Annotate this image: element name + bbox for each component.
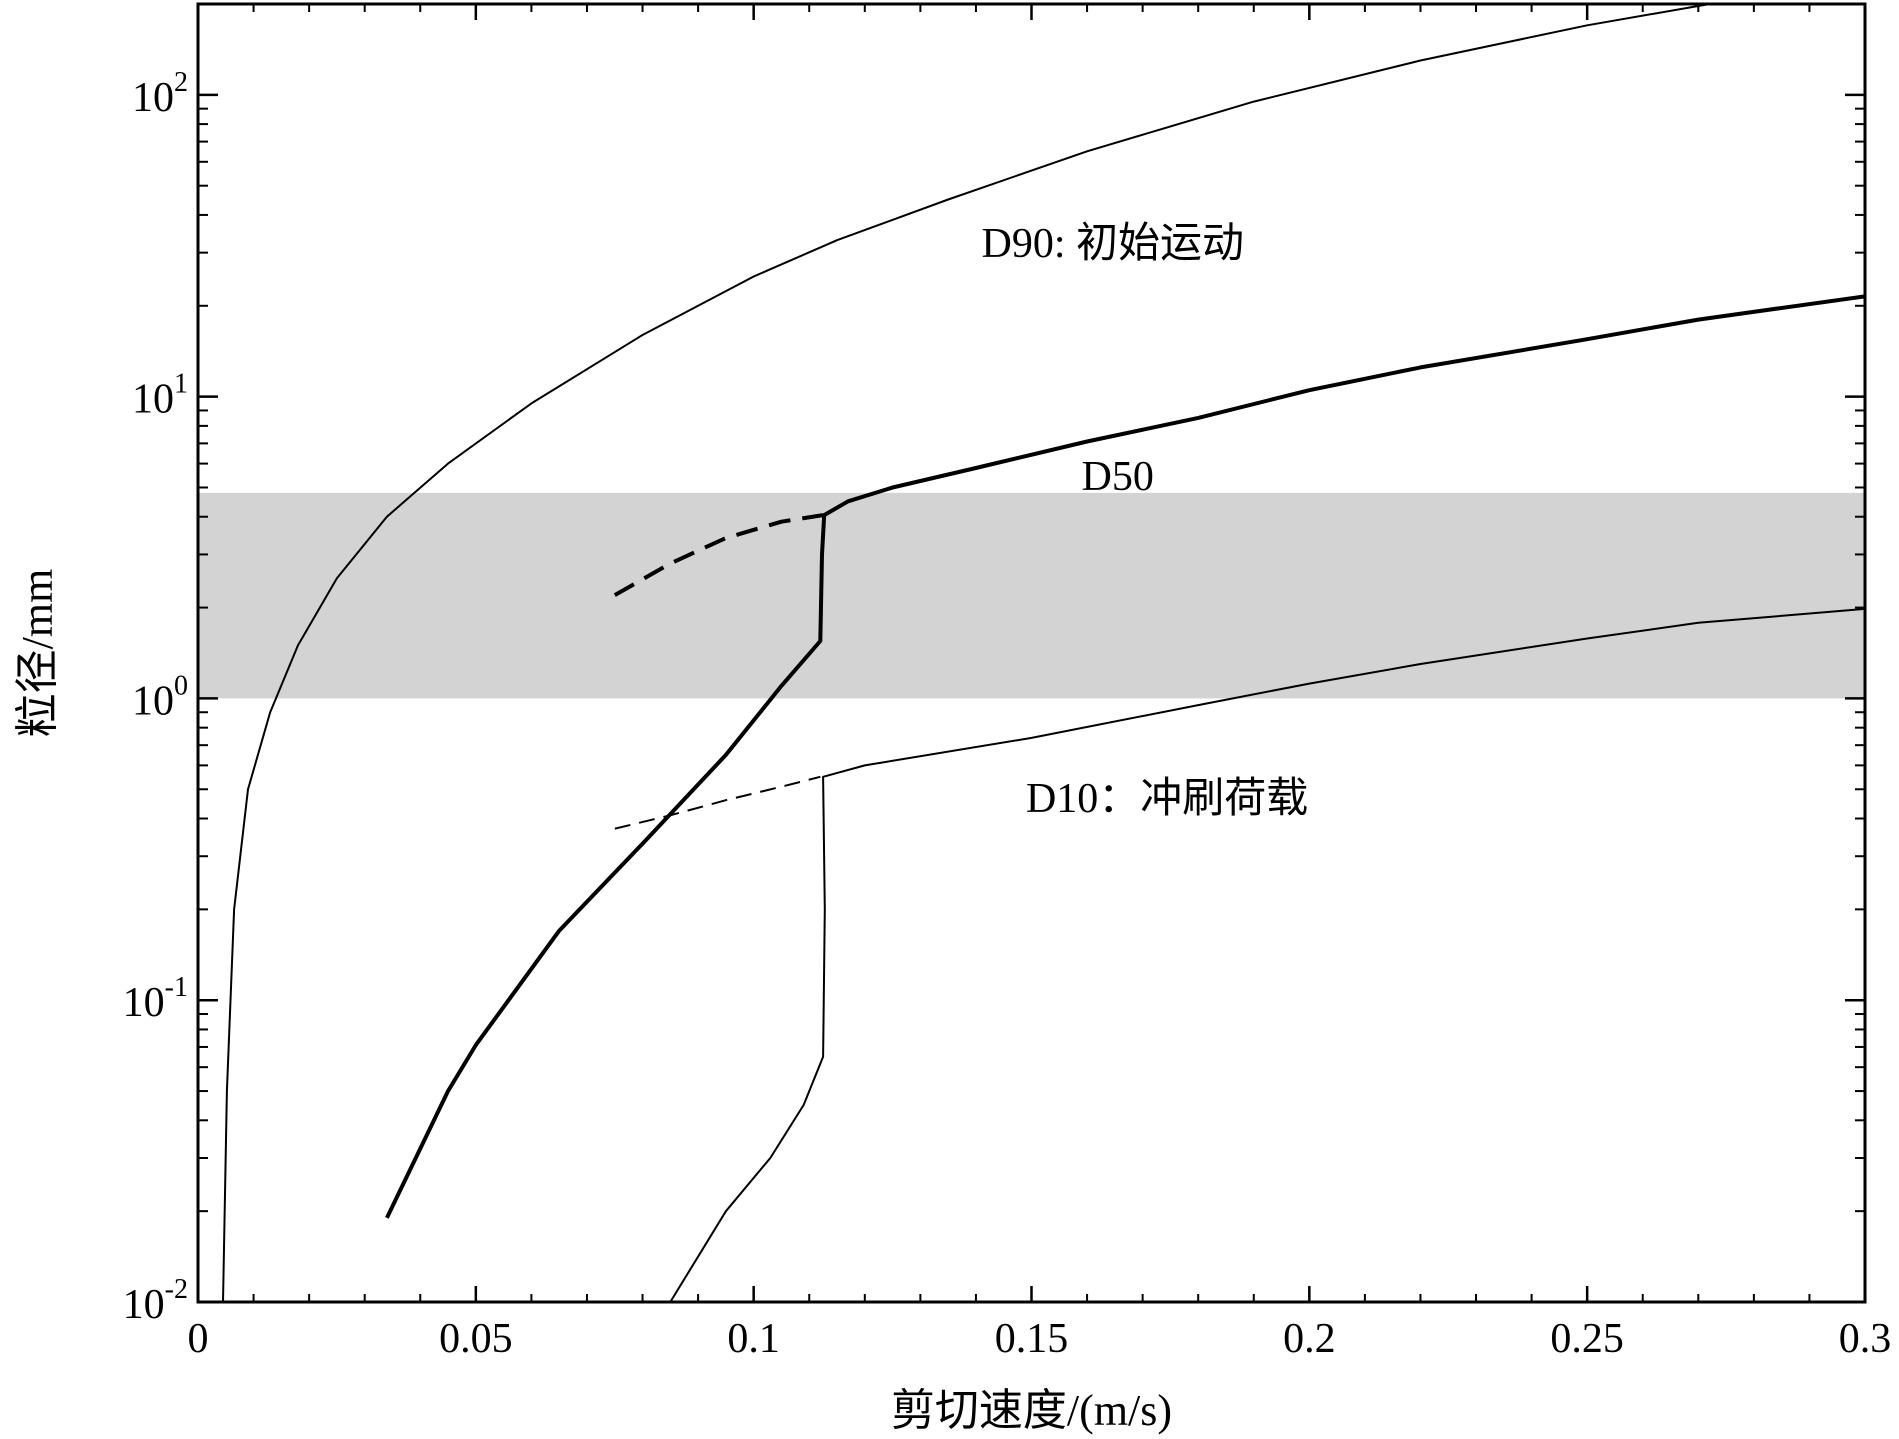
tick-label-layer: 0 0.05 0.1 0.15 0.2 0.25 0.3 10-2 10-1 100 101 102 xyxy=(123,67,1892,1362)
tick-layer xyxy=(196,3,1867,1304)
x-tick-label: 0.15 xyxy=(995,1316,1069,1362)
x-axis-label: 剪切速度/(m/s) xyxy=(891,1386,1172,1435)
series-line-3-dashed xyxy=(613,513,824,597)
annotation-3: D10：冲刷荷载 xyxy=(1026,776,1308,822)
x-tick-label: 0.25 xyxy=(1550,1316,1624,1362)
y-axis-label: 粒径/mm xyxy=(13,569,62,738)
annotation-2: D50 xyxy=(1082,454,1154,500)
y-tick-label: 102 xyxy=(132,67,188,121)
x-tick-label: 0 xyxy=(188,1316,209,1362)
series-line-2 xyxy=(385,294,1865,1219)
y-tick-label: 10-2 xyxy=(123,1274,188,1328)
series-line-4 xyxy=(669,607,1865,1302)
x-tick-label: 0.1 xyxy=(727,1316,780,1362)
series-line-1 xyxy=(222,4,1716,1302)
series-layer xyxy=(222,4,1865,1302)
annotation-1: D90: 初始运动 xyxy=(981,221,1244,267)
series-line-5-dashed xyxy=(614,775,821,830)
y-tick-label: 101 xyxy=(132,369,188,423)
annotation-layer: D90: 初始运动 D50 D10：冲刷荷载 xyxy=(981,221,1308,822)
x-tick-label: 0.3 xyxy=(1839,1316,1892,1362)
y-tick-label: 10-1 xyxy=(123,972,188,1026)
x-tick-label: 0.05 xyxy=(439,1316,513,1362)
x-tick-label: 0.2 xyxy=(1283,1316,1336,1362)
shaded-band-layer xyxy=(198,492,1865,699)
y-tick-label: 100 xyxy=(132,670,188,724)
shaded-band xyxy=(198,492,1865,699)
